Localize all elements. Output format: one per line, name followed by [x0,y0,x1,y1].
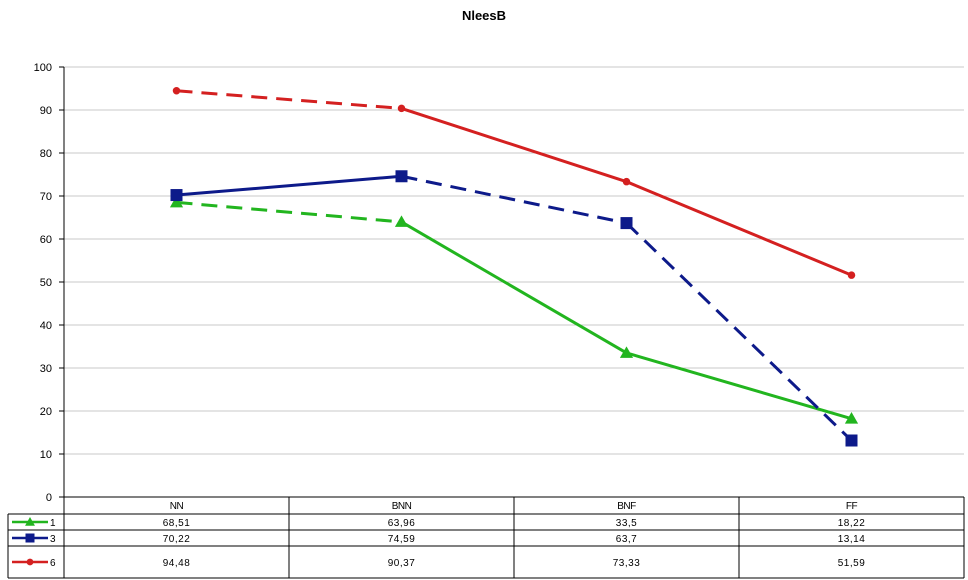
legend-entry: 6 [12,558,56,569]
x-category-label: BNN [392,501,412,512]
series-3 [170,170,858,447]
data-point [395,170,408,183]
data-point [619,346,634,358]
data-point [172,86,181,95]
data-point [25,533,35,543]
axes: 0 10 20 30 40 50 60 70 80 90 100 [34,62,964,504]
y-tick-label: 60 [40,234,52,246]
data-point [845,434,858,447]
series-segment [176,89,402,110]
data-table: NN BNN BNF FF 1 68,51 63,96 33,5 18,22 3 70,22 74,5… [7,497,965,579]
data-label: 51,59 [838,558,866,569]
data-label: 68,51 [163,518,191,529]
series-6 [172,86,856,279]
data-label: 33,5 [616,518,637,529]
data-label: 94,48 [163,558,191,569]
data-point [25,517,35,526]
data-point [844,412,859,424]
series-segment [625,222,853,442]
data-label: 70,22 [163,534,191,545]
y-tick-label: 50 [40,277,52,289]
data-label: 74,59 [388,534,416,545]
series-segment [176,174,402,197]
y-tick-label: 70 [40,191,52,203]
data-point [169,195,184,208]
series-segment [626,351,852,421]
y-tick-label: 100 [34,62,52,74]
data-point [170,189,183,202]
gridlines [64,66,964,455]
y-tick-label: 20 [40,406,52,418]
legend-label: 1 [50,518,56,529]
y-tick-label: 10 [40,449,52,461]
data-label: 63,7 [616,534,637,545]
series-segment [401,106,627,184]
legend-label: 6 [50,558,56,569]
data-label: 73,33 [613,558,641,569]
x-category-label: FF [846,501,858,512]
x-category-label: BNF [617,501,636,512]
data-point [620,217,633,230]
y-tick-label: 80 [40,148,52,160]
data-label: 63,96 [388,518,416,529]
series-segment [401,174,627,225]
series-segment [625,180,853,277]
data-label: 18,22 [838,518,866,529]
legend-label: 3 [50,534,56,545]
y-tick-label: 90 [40,105,52,117]
legend-entry: 1 [12,517,56,529]
data-label: 90,37 [388,558,416,569]
series-segment [400,220,628,355]
data-point [26,558,34,566]
data-label: 13,14 [838,534,866,545]
data-point [622,177,631,186]
y-tick-label: 30 [40,363,52,375]
data-point [847,271,856,279]
chart-title: NleesB [461,8,507,23]
data-point [397,104,406,113]
series-lines [169,86,859,447]
series-segment [176,200,402,224]
series-1 [169,195,859,424]
legend-entry: 3 [12,533,56,545]
x-category-label: NN [170,501,184,512]
data-point [394,215,409,227]
y-tick-label: 40 [40,320,52,332]
y-tick-label: 0 [46,492,52,504]
